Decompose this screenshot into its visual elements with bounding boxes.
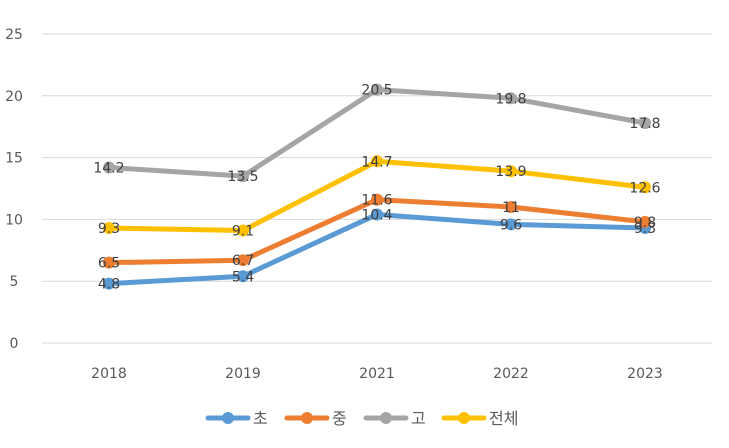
data-point bbox=[505, 165, 517, 178]
y-axis: 0 5 10 15 20 25 bbox=[5, 27, 23, 352]
data-labels: 4.8 5.4 10.4 9.6 9.3 6.5 6.7 11.6 11 9.8 14.2 13.5 2… bbox=[93, 83, 660, 293]
data-point bbox=[103, 222, 115, 235]
legend-label: 전체 bbox=[489, 409, 518, 428]
data-point bbox=[371, 83, 383, 96]
y-tick-label: 0 bbox=[10, 336, 19, 352]
data-point bbox=[237, 170, 249, 183]
data-point bbox=[237, 254, 249, 267]
legend-swatch-marker bbox=[458, 412, 470, 424]
legend-swatch-marker bbox=[301, 412, 313, 424]
data-point bbox=[505, 218, 517, 231]
data-label: 9.1 bbox=[232, 224, 254, 240]
data-label: 17.8 bbox=[629, 116, 660, 132]
data-point bbox=[505, 92, 517, 105]
y-tick-label: 20 bbox=[5, 89, 23, 105]
data-point bbox=[639, 215, 651, 228]
data-label: 6.5 bbox=[98, 256, 120, 272]
data-point bbox=[237, 224, 249, 237]
x-tick-label: 2021 bbox=[359, 366, 395, 382]
data-label: 9.6 bbox=[500, 217, 522, 233]
data-label: 13.5 bbox=[227, 169, 258, 185]
data-label: 13.9 bbox=[495, 164, 526, 180]
data-label: 9.3 bbox=[98, 221, 120, 237]
x-axis: 2018 2019 2021 2022 2023 bbox=[91, 366, 663, 382]
data-label: 11 bbox=[502, 200, 520, 216]
data-point bbox=[237, 270, 249, 283]
data-point bbox=[639, 116, 651, 129]
data-label: 6.7 bbox=[232, 253, 254, 269]
data-label: 20.5 bbox=[361, 83, 392, 99]
data-label: 19.8 bbox=[495, 91, 526, 107]
gridlines bbox=[42, 33, 712, 344]
series-line-0 bbox=[106, 211, 648, 287]
data-point bbox=[103, 277, 115, 290]
legend-label: 중 bbox=[332, 409, 347, 428]
legend: 초 중 고 전체 bbox=[205, 409, 518, 428]
y-tick-label: 15 bbox=[5, 151, 23, 167]
data-label: 12.6 bbox=[629, 180, 660, 196]
data-label: 14.7 bbox=[361, 154, 392, 170]
data-label: 9.8 bbox=[634, 215, 656, 231]
legend-label: 고 bbox=[411, 409, 426, 428]
data-point bbox=[371, 193, 383, 206]
series-group bbox=[103, 83, 651, 290]
data-label: 4.8 bbox=[98, 277, 120, 293]
x-tick-label: 2018 bbox=[91, 366, 127, 382]
data-point bbox=[371, 155, 383, 168]
data-label: 9.3 bbox=[634, 221, 656, 237]
y-tick-label: 5 bbox=[10, 274, 19, 290]
data-point bbox=[639, 181, 651, 194]
x-tick-label: 2023 bbox=[627, 366, 663, 382]
data-label: 11.6 bbox=[361, 193, 392, 209]
data-point bbox=[371, 208, 383, 221]
data-label: 5.4 bbox=[232, 269, 254, 285]
legend-swatch-marker bbox=[380, 412, 392, 424]
data-label: 14.2 bbox=[93, 160, 124, 176]
data-label: 10.4 bbox=[361, 207, 392, 223]
legend-swatch-marker bbox=[222, 412, 234, 424]
data-point bbox=[103, 161, 115, 174]
y-tick-label: 10 bbox=[5, 212, 23, 228]
x-tick-label: 2019 bbox=[225, 366, 261, 382]
data-point bbox=[505, 201, 517, 214]
x-tick-label: 2022 bbox=[493, 366, 529, 382]
y-tick-label: 25 bbox=[5, 27, 23, 43]
legend-label: 초 bbox=[253, 409, 268, 428]
data-point bbox=[103, 256, 115, 269]
